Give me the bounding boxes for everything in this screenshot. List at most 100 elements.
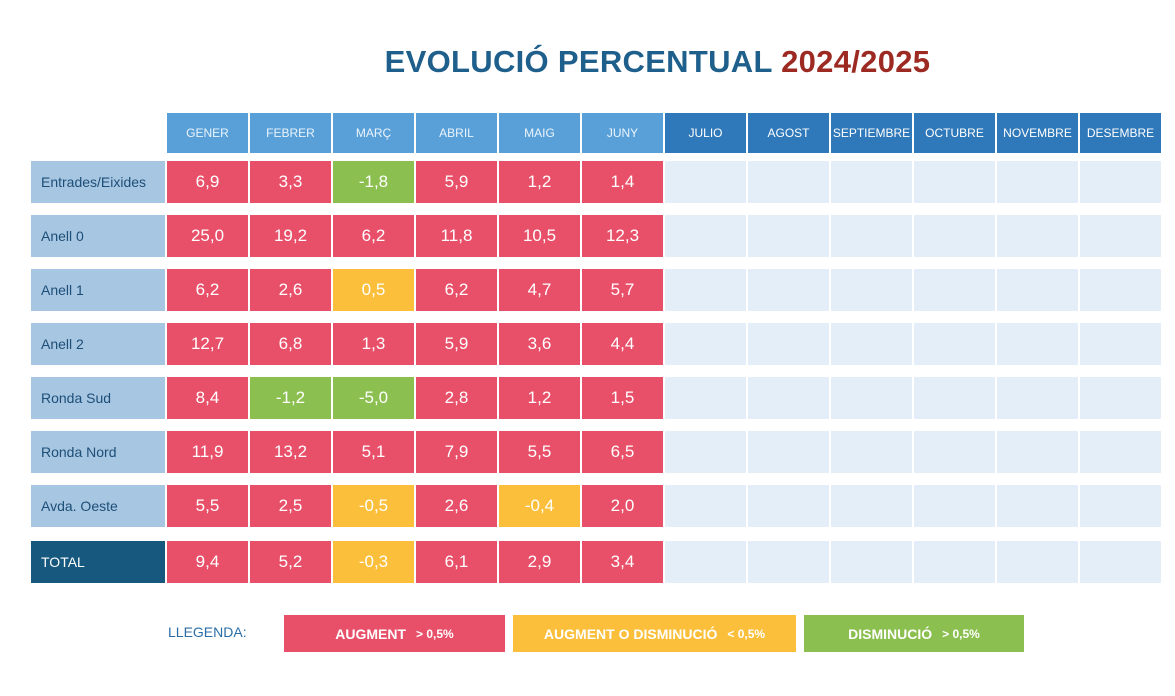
empty-cell <box>665 541 746 583</box>
empty-cell <box>831 485 912 527</box>
month-header: MARÇ <box>333 113 414 153</box>
title-main: EVOLUCIÓ PERCENTUAL <box>384 44 773 79</box>
empty-cell <box>748 161 829 203</box>
month-header: MAIG <box>499 113 580 153</box>
empty-cell <box>997 485 1078 527</box>
empty-cell <box>1080 269 1161 311</box>
empty-cell <box>997 431 1078 473</box>
value-cell: 25,0 <box>167 215 248 257</box>
row-label: Entrades/Eixides <box>31 161 165 203</box>
legend-augment-cond: > 0,5% <box>416 626 454 641</box>
empty-cell <box>665 377 746 419</box>
value-cell: 2,0 <box>582 485 663 527</box>
month-header: JULIO <box>665 113 746 153</box>
value-cell: 19,2 <box>250 215 331 257</box>
month-header: SEPTIEMBRE <box>831 113 912 153</box>
value-cell: 2,5 <box>250 485 331 527</box>
value-cell: 13,2 <box>250 431 331 473</box>
legend-neutral-text: AUGMENT O DISMINUCIÓ <box>543 625 718 642</box>
value-cell: 5,1 <box>333 431 414 473</box>
empty-cell <box>1080 323 1161 365</box>
value-cell: -0,3 <box>333 541 414 583</box>
legend-augment: AUGMENT > 0,5% <box>284 615 505 652</box>
value-cell: 0,5 <box>333 269 414 311</box>
month-header: ABRIL <box>416 113 497 153</box>
empty-cell <box>748 541 829 583</box>
value-cell: -0,5 <box>333 485 414 527</box>
table-row: Anell 0 25,0 19,2 6,2 11,8 10,5 12,3 <box>31 215 1161 257</box>
row-label: Ronda Nord <box>31 431 165 473</box>
month-header-row: GENER FEBRER MARÇ ABRIL MAIG JUNY JULIO AGOST SE… <box>167 113 1161 153</box>
empty-cell <box>914 215 995 257</box>
value-cell: 1,3 <box>333 323 414 365</box>
value-cell: 6,2 <box>333 215 414 257</box>
empty-cell <box>748 377 829 419</box>
value-cell: 1,5 <box>582 377 663 419</box>
table-row: Anell 2 12,7 6,8 1,3 5,9 3,6 4,4 <box>31 323 1161 365</box>
empty-cell <box>914 431 995 473</box>
table-row: Ronda Sud 8,4 -1,2 -5,0 2,8 1,2 1,5 <box>31 377 1161 419</box>
month-header: GENER <box>167 113 248 153</box>
value-cell: 3,3 <box>250 161 331 203</box>
value-cell: 5,7 <box>582 269 663 311</box>
empty-cell <box>914 377 995 419</box>
empty-cell <box>997 377 1078 419</box>
empty-cell <box>997 541 1078 583</box>
empty-cell <box>997 215 1078 257</box>
month-header: NOVEMBRE <box>997 113 1078 153</box>
row-label: Ronda Sud <box>31 377 165 419</box>
row-label: Anell 2 <box>31 323 165 365</box>
empty-cell <box>914 269 995 311</box>
legend-label: LLEGENDA: <box>168 624 247 640</box>
value-cell: 3,6 <box>499 323 580 365</box>
empty-cell <box>748 431 829 473</box>
empty-cell <box>1080 215 1161 257</box>
empty-cell <box>831 323 912 365</box>
legend-disminucio-cond: > 0,5% <box>942 626 980 641</box>
value-cell: -1,8 <box>333 161 414 203</box>
empty-cell <box>997 269 1078 311</box>
value-cell: 5,9 <box>416 323 497 365</box>
value-cell: 2,6 <box>250 269 331 311</box>
value-cell: 5,9 <box>416 161 497 203</box>
empty-cell <box>831 269 912 311</box>
empty-cell <box>748 323 829 365</box>
value-cell: 7,9 <box>416 431 497 473</box>
empty-cell <box>665 161 746 203</box>
value-cell: 6,9 <box>167 161 248 203</box>
value-cell: 9,4 <box>167 541 248 583</box>
table-row: TOTAL 9,4 5,2 -0,3 6,1 2,9 3,4 <box>31 541 1161 583</box>
title-period: 2024/2025 <box>781 44 931 79</box>
empty-cell <box>665 269 746 311</box>
value-cell: 4,7 <box>499 269 580 311</box>
value-cell: 5,5 <box>499 431 580 473</box>
empty-cell <box>1080 161 1161 203</box>
month-header: AGOST <box>748 113 829 153</box>
month-header: DESEMBRE <box>1080 113 1161 153</box>
empty-cell <box>665 431 746 473</box>
value-cell: -5,0 <box>333 377 414 419</box>
value-cell: 5,2 <box>250 541 331 583</box>
empty-cell <box>748 485 829 527</box>
value-cell: 1,2 <box>499 161 580 203</box>
value-cell: -1,2 <box>250 377 331 419</box>
page-title: EVOLUCIÓ PERCENTUAL 2024/2025 <box>0 44 1175 80</box>
legend-neutral-cond: < 0,5% <box>727 626 766 641</box>
empty-cell <box>914 485 995 527</box>
empty-cell <box>831 161 912 203</box>
empty-cell <box>997 323 1078 365</box>
empty-cell <box>665 485 746 527</box>
legend-neutral: AUGMENT O DISMINUCIÓ < 0,5% <box>513 615 796 652</box>
table-row: Entrades/Eixides 6,9 3,3 -1,8 5,9 1,2 1,4 <box>31 161 1161 203</box>
value-cell: 8,4 <box>167 377 248 419</box>
table-row: Anell 1 6,2 2,6 0,5 6,2 4,7 5,7 <box>31 269 1161 311</box>
month-header: JUNY <box>582 113 663 153</box>
empty-cell <box>748 269 829 311</box>
legend-augment-text: AUGMENT <box>335 625 407 642</box>
empty-cell <box>831 541 912 583</box>
value-cell: 2,6 <box>416 485 497 527</box>
empty-cell <box>997 161 1078 203</box>
legend-disminucio-text: DISMINUCIÓ <box>848 625 933 642</box>
row-label: Anell 1 <box>31 269 165 311</box>
value-cell: -0,4 <box>499 485 580 527</box>
